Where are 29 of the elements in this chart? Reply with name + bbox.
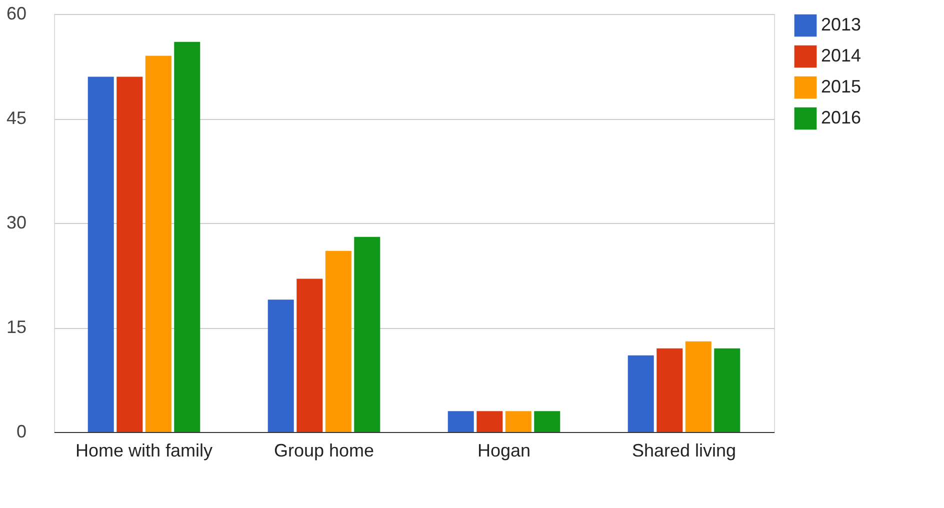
bar: [656, 348, 683, 432]
bar: [685, 341, 712, 432]
legend-label: 2016: [821, 108, 862, 128]
x-tick-label: Hogan: [477, 440, 531, 460]
bar: [714, 348, 740, 432]
bar: [116, 76, 143, 432]
bar: [88, 76, 114, 432]
bar: [268, 300, 294, 432]
legend-label: 2015: [821, 76, 862, 96]
bar: [534, 411, 560, 432]
y-tick-label: 45: [6, 108, 26, 128]
y-tick-label: 60: [6, 4, 26, 24]
bar: [628, 355, 654, 432]
bar: [145, 56, 172, 432]
bar: [174, 42, 200, 432]
x-tick-label: Home with family: [75, 440, 213, 460]
y-tick-label: 0: [16, 422, 26, 442]
x-tick-label: Shared living: [632, 440, 736, 460]
bar: [505, 411, 532, 432]
bar: [354, 236, 380, 432]
bar: [325, 250, 352, 432]
y-tick-label: 30: [6, 212, 26, 232]
bar: [296, 278, 323, 432]
legend-label: 2013: [821, 14, 862, 34]
bar: [476, 411, 503, 432]
x-tick-label: Group home: [274, 440, 374, 460]
legend-label: 2014: [821, 46, 862, 66]
y-tick-label: 15: [6, 317, 26, 337]
bar: [448, 411, 474, 432]
